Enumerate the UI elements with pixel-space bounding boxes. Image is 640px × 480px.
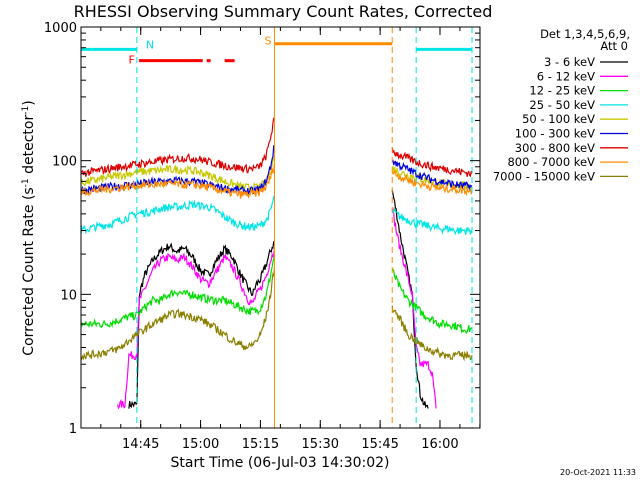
y-axis-label: Corrected Count Rate (s-1 detector-1) [21, 100, 37, 355]
series-5-segment-1 [80, 154, 276, 193]
legend-label-7: 300 - 800 keV [515, 141, 595, 155]
series-8-segment-1 [80, 163, 276, 199]
x-tick-label-6: 16:00 [421, 437, 458, 452]
y-tick-label-4: 1000 [44, 21, 77, 36]
series-7-segment-2 [391, 147, 473, 178]
legend-detectors-line1: Det 1,3,4,5,6,9, [540, 27, 630, 41]
plot-area: NF S [80, 27, 473, 428]
y-label-sup1: -1 [21, 178, 31, 187]
series-4 [80, 195, 473, 236]
y-axis: 1 10 100 1000 [44, 21, 480, 437]
series-1 [128, 189, 429, 409]
series-9-segment-2 [391, 305, 473, 362]
saa-flag-label: S [265, 35, 272, 48]
series-9-segment-1 [80, 266, 276, 361]
legend-label-9: 7000 - 15000 keV [493, 169, 595, 183]
legend-label-1: 3 - 6 keV [544, 55, 595, 69]
series-1-segment-2 [391, 189, 429, 409]
x-tick-label-2: 15:00 [182, 437, 219, 452]
series-4-segment-1 [80, 195, 276, 235]
legend-label-2: 6 - 12 keV [537, 69, 595, 83]
series-2-segment-2 [391, 206, 437, 409]
y-label-main: Corrected Count Rate (s [21, 187, 37, 355]
series-6-segment-2 [391, 159, 473, 191]
flare-flag-label: F [129, 54, 135, 67]
series-7 [80, 117, 473, 178]
x-axis: 14:45 15:00 15:15 15:30 15:45 16:00 [100, 27, 481, 452]
series-2-segment-1 [116, 248, 276, 410]
y-label-sup2: -1 [21, 106, 31, 115]
legend-label-6: 100 - 300 keV [515, 127, 595, 141]
y-label-end: ) [21, 100, 37, 105]
flag-lines: NF S [81, 27, 473, 428]
series-7-segment-1 [80, 117, 275, 177]
x-axis-label: Start Time (06-Jul-03 14:30:02) [170, 455, 389, 471]
series-9 [80, 266, 473, 362]
x-tick-label-1: 14:45 [122, 437, 159, 452]
series-3-segment-2 [391, 268, 473, 335]
legend-detectors-line2: Att 0 [600, 39, 628, 53]
night-flag-label: N [146, 38, 154, 51]
y-label-mid: detector [21, 115, 37, 179]
x-tick-label-5: 15:45 [361, 437, 398, 452]
legend-label-3: 12 - 25 keV [529, 84, 595, 98]
series-3 [80, 254, 473, 335]
series-3-segment-1 [80, 254, 276, 329]
legend-label-4: 25 - 50 keV [529, 98, 595, 112]
legend-label-8: 800 - 7000 keV [507, 155, 595, 169]
series-8 [80, 163, 473, 199]
series-8-segment-2 [391, 169, 473, 197]
legend-label-5: 50 - 100 keV [522, 112, 595, 126]
x-tick-label-4: 15:30 [302, 437, 339, 452]
series-1-segment-1 [128, 240, 275, 409]
footer-timestamp: 20-Oct-2021 11:33 [560, 468, 636, 477]
chart-title: RHESSI Observing Summary Count Rates, Co… [74, 2, 493, 21]
series-4-segment-2 [391, 207, 473, 236]
plot-frame [80, 26, 481, 429]
y-tick-label-3: 100 [52, 155, 77, 170]
x-tick-label-3: 15:15 [242, 437, 279, 452]
series-2 [116, 206, 437, 410]
y-tick-label-2: 10 [60, 288, 77, 303]
y-tick-label-1: 1 [69, 422, 77, 437]
